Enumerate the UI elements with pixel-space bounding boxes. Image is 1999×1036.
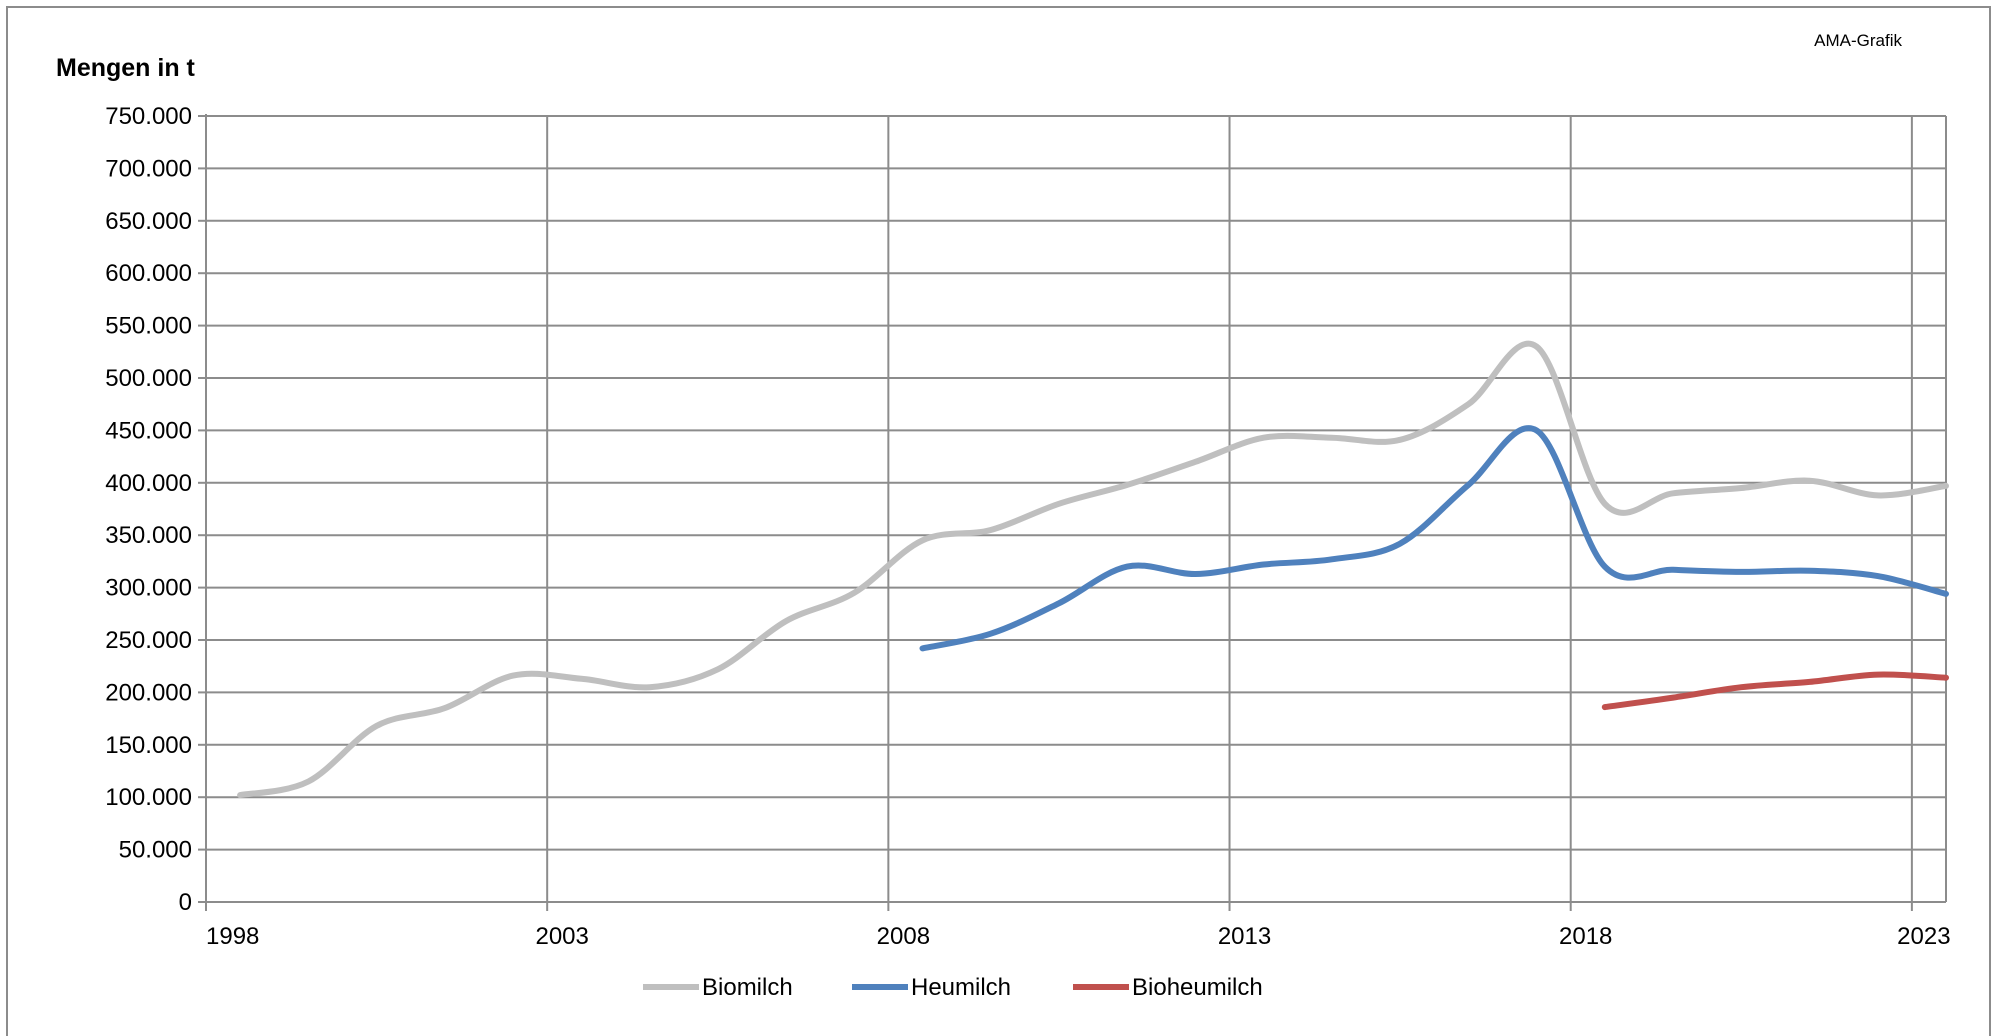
legend-label-bioheumilch: Bioheumilch (1132, 974, 1263, 1001)
y-tick-label: 50.000 (119, 837, 192, 864)
x-tick-label: 2003 (535, 923, 588, 950)
y-tick-label: 400.000 (105, 470, 192, 497)
y-tick-label: 600.000 (105, 260, 192, 287)
y-tick-label: 550.000 (105, 313, 192, 340)
y-tick-label: 350.000 (105, 522, 192, 549)
y-tick-label: 200.000 (105, 679, 192, 706)
y-tick-label: 0 (179, 889, 192, 916)
y-tick-label: 250.000 (105, 627, 192, 654)
series-lines (237, 340, 1949, 799)
chart-frame (6, 6, 1991, 1036)
x-tick-label: 2013 (1218, 923, 1271, 950)
y-tick-label: 100.000 (105, 784, 192, 811)
y-tick-label: 700.000 (105, 155, 192, 182)
legend: Biomilch Heumilch Bioheumilch (643, 974, 1263, 1001)
y-axis-label: Mengen in t (56, 54, 196, 82)
y-tick-label: 150.000 (105, 732, 192, 759)
y-tick-label: 750.000 (105, 103, 192, 130)
y-tick-label: 500.000 (105, 365, 192, 392)
x-tick-label: 2008 (877, 923, 930, 950)
x-tick-label: 2023 (1897, 923, 1950, 950)
x-tick-label: 1998 (206, 923, 259, 950)
source-label: AMA-Grafik (1814, 31, 1902, 50)
legend-label-biomilch: Biomilch (702, 974, 793, 1001)
legend-label-heumilch: Heumilch (911, 974, 1011, 1001)
series-line-biomilch (237, 340, 1949, 799)
tick-labels: 0 50.000 100.000 150.000 200.000 250.000 300.0… (105, 103, 1950, 950)
series-line-bioheumilch (1601, 671, 1949, 711)
x-tick-label: 2018 (1559, 923, 1612, 950)
axes (198, 114, 1946, 911)
grid (206, 115, 1947, 902)
y-tick-label: 300.000 (105, 575, 192, 602)
series-line-heumilch (919, 425, 1949, 652)
y-tick-label: 450.000 (105, 417, 192, 444)
y-tick-label: 650.000 (105, 208, 192, 235)
